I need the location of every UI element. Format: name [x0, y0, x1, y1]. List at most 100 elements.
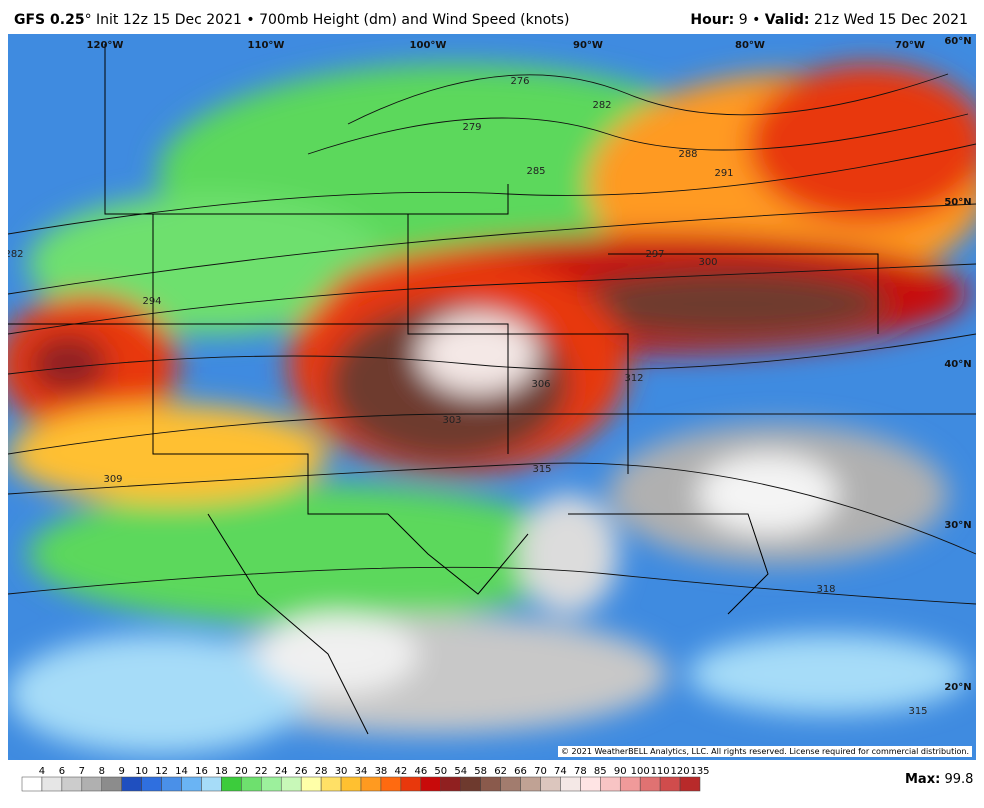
colorbar: 4 6 7 8 9 10 12 14 16 18 20 22 24 26 28 30 34 38 42 46 50 54 5…: [21, 766, 710, 792]
color-swatch: [201, 776, 222, 792]
contour-label: 282: [8, 249, 24, 260]
colorbar-label: 90: [614, 766, 627, 777]
contour-label: 285: [526, 166, 545, 177]
colorbar-label: 74: [554, 766, 567, 777]
colorbar-label: 46: [414, 766, 427, 777]
colorbar-label: 62: [494, 766, 507, 777]
colorbar-label: 85: [594, 766, 607, 777]
contour-label: 300: [698, 257, 717, 268]
colorbar-label: 30: [335, 766, 348, 777]
color-swatch: [600, 776, 621, 792]
colorbar-label: 10: [135, 766, 148, 777]
color-swatch: [540, 776, 561, 792]
colorbar-label: 120: [671, 766, 690, 777]
wind-field: [8, 34, 976, 760]
color-swatch: [460, 776, 481, 792]
colorbar-label: 4: [39, 766, 45, 777]
color-swatch: [580, 776, 601, 792]
hour: 9: [738, 12, 748, 28]
latitude-label: 50°N: [944, 197, 971, 208]
latitude-label: 40°N: [944, 359, 971, 370]
longitude-label: 80°W: [735, 40, 765, 51]
colorbar-label: 54: [454, 766, 467, 777]
contour-label: 288: [678, 149, 697, 160]
color-swatch: [659, 776, 681, 792]
color-swatch: [41, 776, 63, 792]
colorbar-label: 14: [175, 766, 188, 777]
latitude-label: 20°N: [944, 682, 971, 693]
latitude-label: 30°N: [944, 520, 971, 531]
degree: °: [84, 12, 92, 28]
contour-label: 309: [103, 474, 122, 485]
color-swatch: [121, 776, 142, 792]
color-swatch: [261, 776, 282, 792]
map: 120°W 110°W 100°W 90°W 80°W 70°W 60°N 50°N 40°N 3…: [8, 34, 976, 760]
color-swatch: [480, 776, 501, 792]
contour-label: 279: [462, 122, 481, 133]
colorbar-label: 20: [235, 766, 248, 777]
borders: [8, 44, 879, 735]
valid: 21z Wed 15 Dec 2021: [813, 12, 968, 28]
color-swatch: [241, 776, 262, 792]
color-swatch: [340, 776, 362, 792]
colorbar-label: 6: [59, 766, 65, 777]
colorbar-label: 8: [99, 766, 105, 777]
color-swatch: [679, 776, 701, 792]
colorbar-label: 135: [690, 766, 709, 777]
contour-label: 312: [624, 373, 643, 384]
colorbar-label: 22: [255, 766, 268, 777]
color-swatch: [161, 776, 182, 792]
contour-label: 282: [592, 100, 611, 111]
header-left: GFS 0.25° Init 12z 15 Dec 2021 • 700mb H…: [14, 12, 569, 28]
color-swatch: [639, 776, 661, 792]
max: Max: 99.8: [905, 772, 973, 787]
colorbar-label: 50: [434, 766, 447, 777]
longitude-label: 110°W: [248, 40, 285, 51]
hour-label: Hour:: [690, 12, 735, 28]
colorbar-label: 7: [79, 766, 85, 777]
contour-label: 297: [645, 249, 664, 260]
header-right: Hour: 9 • Valid: 21z Wed 15 Dec 2021: [690, 12, 968, 28]
color-swatch: [61, 776, 83, 792]
color-swatch: [560, 776, 581, 792]
contour-label: 318: [816, 584, 835, 595]
contour-label: 291: [714, 168, 733, 179]
copyright: © 2021 WeatherBELL Analytics, LLC. All r…: [558, 746, 972, 757]
colorbar-label: 42: [395, 766, 408, 777]
colorbar-label: 66: [514, 766, 527, 777]
color-swatch: [400, 776, 422, 792]
colorbar-label: 12: [155, 766, 168, 777]
colorbar-label: 58: [474, 766, 487, 777]
contour-label: 303: [442, 415, 461, 426]
color-swatch: [320, 776, 342, 792]
longitude-label: 120°W: [87, 40, 124, 51]
longitude-label: 100°W: [410, 40, 447, 51]
colorbar-label: 24: [275, 766, 288, 777]
color-swatch: [181, 776, 202, 792]
color-swatch: [81, 776, 103, 792]
colorbar-label: 110: [651, 766, 670, 777]
colorbar-label: 34: [355, 766, 368, 777]
colorbar-label: 9: [119, 766, 125, 777]
color-swatch: [101, 776, 122, 792]
color-swatch: [300, 776, 322, 792]
contour-label: 306: [531, 379, 550, 390]
color-swatch: [360, 776, 382, 792]
color-swatch: [500, 776, 521, 792]
title: 700mb Height (dm) and Wind Speed (knots): [259, 12, 570, 28]
colorbar-label: 26: [295, 766, 308, 777]
colorbar-label: 38: [375, 766, 388, 777]
init: Init 12z 15 Dec 2021: [96, 12, 242, 28]
color-swatch: [141, 776, 162, 792]
longitude-label: 70°W: [895, 40, 925, 51]
color-swatch: [420, 776, 442, 792]
color-swatch: [221, 776, 242, 792]
valid-label: Valid:: [764, 12, 810, 28]
contour-label: 315: [908, 706, 927, 717]
contour-label: 294: [142, 296, 161, 307]
latitude-label: 60°N: [944, 36, 971, 47]
color-swatch: [520, 776, 541, 792]
longitude-label: 90°W: [573, 40, 603, 51]
color-swatch: [440, 776, 461, 792]
